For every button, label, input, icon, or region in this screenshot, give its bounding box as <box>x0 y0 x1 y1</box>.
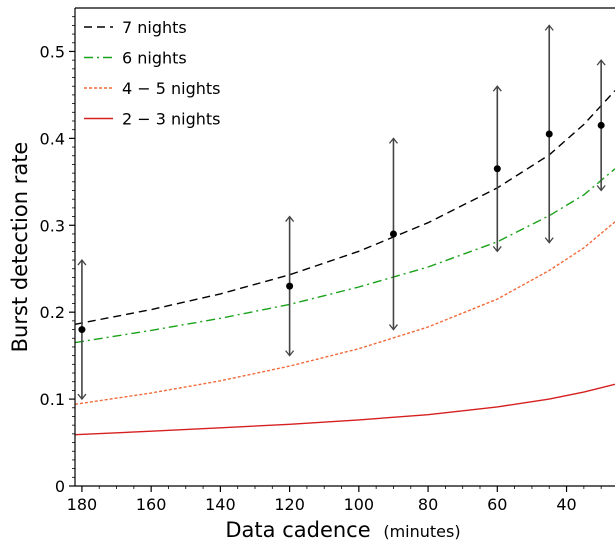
legend-label-1: 6 nights <box>122 49 187 68</box>
y-ticks: 0 0.1 0.2 0.3 0.4 0.5 <box>40 16 75 496</box>
y-tick-label-0: 0 <box>55 477 65 496</box>
error-bar-lower-arrow-0 <box>77 393 87 401</box>
axes <box>74 7 615 487</box>
error-bar-lower-arrow-4 <box>544 237 554 244</box>
x-tick-label-5: 80 <box>418 495 438 514</box>
error-bar-upper-arrow-2 <box>388 137 398 144</box>
x-axis-label: Data cadence (minutes) <box>225 518 460 542</box>
series-line-2 <box>75 221 615 405</box>
error-bar-upper-arrow-5 <box>596 59 606 66</box>
x-tick-label-6: 60 <box>487 495 507 514</box>
data-point-2 <box>389 230 397 238</box>
y-axis-label: Burst detection rate <box>8 142 32 353</box>
x-axis-label-main: Data cadence <box>225 518 370 542</box>
series-line-3 <box>75 383 615 436</box>
y-tick-label-5: 0.5 <box>40 42 65 61</box>
x-tick-label-1: 160 <box>136 495 167 514</box>
error-bar-lower-arrow-3 <box>492 245 502 253</box>
y-tick-label-1: 0.1 <box>40 390 65 409</box>
data-point-3 <box>493 165 501 173</box>
data-point-1 <box>286 282 294 290</box>
model-curves <box>75 90 615 436</box>
y-tick-label-4: 0.4 <box>40 129 65 148</box>
legend-label-2: 4 − 5 nights <box>122 79 221 98</box>
error-bar-upper-arrow-4 <box>544 24 554 31</box>
x-tick-label-0: 180 <box>67 495 98 514</box>
y-tick-label-3: 0.3 <box>40 216 65 235</box>
error-bar-upper-arrow-0 <box>77 258 87 266</box>
error-bar-lower-arrow-2 <box>388 324 398 331</box>
y-tick-label-2: 0.2 <box>40 303 65 322</box>
legend-label-0: 7 nights <box>122 18 187 37</box>
error-bar-upper-arrow-3 <box>492 85 502 92</box>
x-tick-label-4: 100 <box>344 495 375 514</box>
x-tick-label-7: 40 <box>556 495 576 514</box>
x-axis-label-unit: (minutes) <box>383 522 460 541</box>
error-bar-upper-arrow-1 <box>285 215 295 222</box>
x-ticks: 180 160 140 120 100 80 60 40 <box>67 486 602 514</box>
data-point-4 <box>545 130 553 138</box>
error-bar-lower-arrow-1 <box>285 350 295 357</box>
data-point-0 <box>78 326 86 334</box>
data-points <box>78 121 605 334</box>
legend-label-3: 2 − 3 nights <box>122 110 221 129</box>
data-point-5 <box>597 121 605 129</box>
legend: 7 nights 6 nights 4 − 5 nights 2 − 3 nights <box>84 18 221 129</box>
error-bar-lower-arrow-5 <box>596 185 606 192</box>
x-tick-label-3: 120 <box>274 495 305 514</box>
x-tick-label-2: 140 <box>205 495 236 514</box>
